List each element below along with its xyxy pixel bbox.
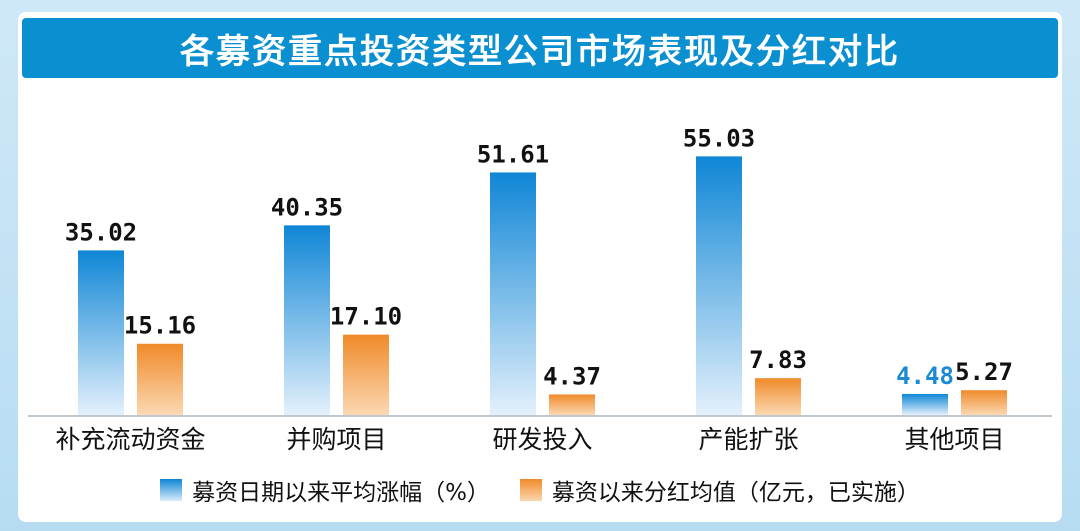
- data-label-dividend-2: 4.37: [543, 362, 601, 390]
- category-label-3: 产能扩张: [698, 425, 798, 454]
- data-label-dividend-3: 7.83: [749, 346, 807, 374]
- data-label-gain-0: 35.02: [65, 218, 137, 246]
- chart-panel: [18, 12, 1062, 522]
- bar-gain-2: [490, 172, 536, 415]
- data-label-gain-2: 51.61: [477, 140, 549, 168]
- bar-gain-1: [284, 225, 330, 415]
- category-label-0: 补充流动资金: [55, 425, 205, 454]
- bar-gain-3: [696, 156, 742, 415]
- legend-swatch-orange: [519, 479, 542, 501]
- data-label-gain-1: 40.35: [271, 193, 343, 221]
- legend-item-series1: 募资日期以来平均涨幅（%）: [160, 473, 490, 507]
- legend-label-series2: 募资以来分红均值（亿元，已实施）: [551, 480, 920, 506]
- bar-gain-0: [78, 250, 124, 415]
- bar-dividend-1: [343, 334, 389, 415]
- bar-dividend-2: [549, 394, 595, 415]
- data-label-dividend-4: 5.27: [955, 358, 1013, 386]
- bar-dividend-0: [137, 343, 183, 415]
- data-label-dividend-0: 15.16: [124, 312, 196, 340]
- bar-dividend-3: [755, 378, 801, 415]
- title-bar: 各募资重点投资类型公司市场表现及分红对比: [22, 18, 1058, 78]
- data-label-gain-3: 55.03: [683, 124, 755, 152]
- legend-item-series2: 募资以来分红均值（亿元，已实施）: [519, 473, 920, 507]
- bar-gain-4: [902, 393, 948, 415]
- bar-dividend-4: [961, 390, 1007, 415]
- legend: 募资日期以来平均涨幅（%） 募资以来分红均值（亿元，已实施）: [0, 470, 1080, 510]
- category-label-2: 研发投入: [492, 425, 592, 454]
- legend-swatch-blue: [160, 479, 183, 501]
- category-label-1: 并购项目: [286, 425, 386, 454]
- data-label-dividend-1: 17.10: [330, 303, 402, 331]
- category-label-4: 其他项目: [904, 425, 1004, 454]
- chart-title: 各募资重点投资类型公司市场表现及分红对比: [180, 31, 900, 72]
- legend-label-series1: 募资日期以来平均涨幅（%）: [192, 480, 490, 506]
- data-label-gain-4: 4.48: [896, 362, 954, 390]
